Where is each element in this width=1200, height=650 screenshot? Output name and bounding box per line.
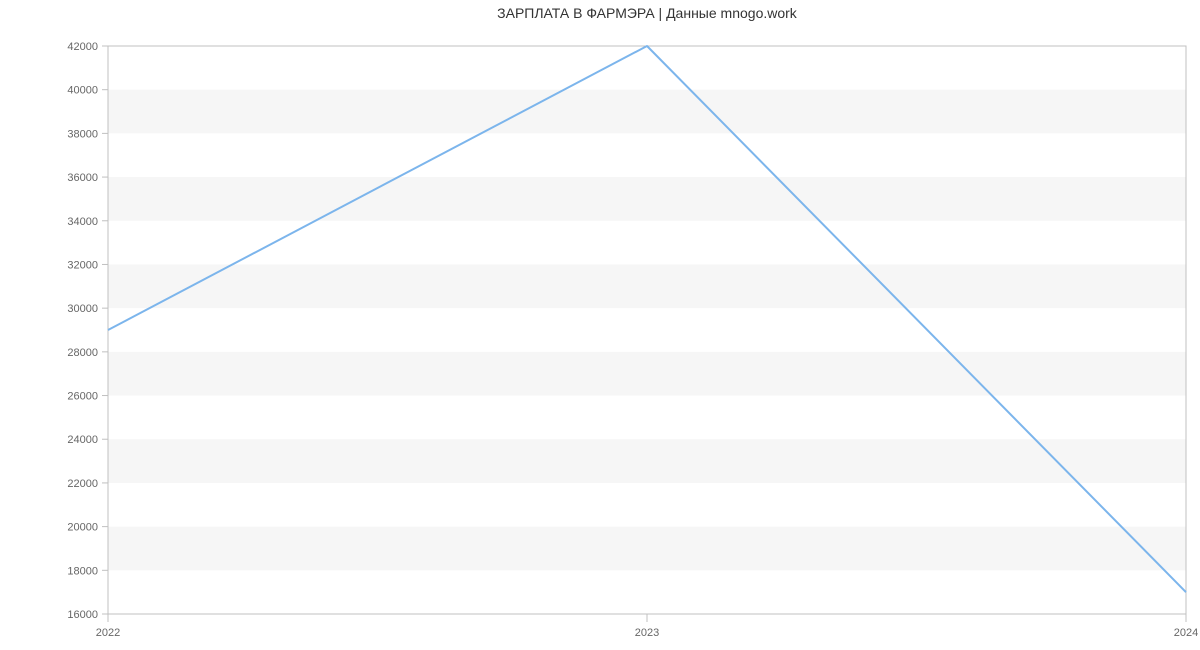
y-tick-label: 16000 xyxy=(67,609,98,621)
y-tick-label: 22000 xyxy=(67,478,98,490)
y-tick-label: 32000 xyxy=(67,259,98,271)
y-tick-label: 34000 xyxy=(67,216,98,228)
y-tick-label: 20000 xyxy=(67,522,98,534)
y-tick-label: 28000 xyxy=(67,347,98,359)
chart-title: ЗАРПЛАТА В ФАРМЭРА | Данные mnogo.work xyxy=(497,5,798,21)
x-tick-label: 2024 xyxy=(1174,627,1198,639)
y-tick-label: 36000 xyxy=(67,172,98,184)
y-tick-label: 26000 xyxy=(67,391,98,403)
salary-line-chart: 16000 18000 20000 22000 24000 26000 28000 30000… xyxy=(0,0,1200,650)
chart-svg: 16000 18000 20000 22000 24000 26000 28000 30000… xyxy=(0,0,1200,650)
y-tick-label: 30000 xyxy=(67,303,98,315)
y-tick-label: 18000 xyxy=(67,565,98,577)
plot-bands xyxy=(108,90,1186,571)
x-tick-label: 2022 xyxy=(96,627,120,639)
y-tick-label: 40000 xyxy=(67,85,98,97)
y-tick-label: 42000 xyxy=(67,41,98,53)
y-axis-ticks xyxy=(102,46,108,614)
y-tick-label: 38000 xyxy=(67,128,98,140)
y-tick-label: 24000 xyxy=(67,434,98,446)
y-axis-labels: 16000 18000 20000 22000 24000 26000 28000 30000… xyxy=(67,41,98,621)
x-axis-labels: 2022 2023 2024 xyxy=(96,627,1198,639)
x-axis-ticks xyxy=(108,614,1186,622)
x-tick-label: 2023 xyxy=(635,627,659,639)
